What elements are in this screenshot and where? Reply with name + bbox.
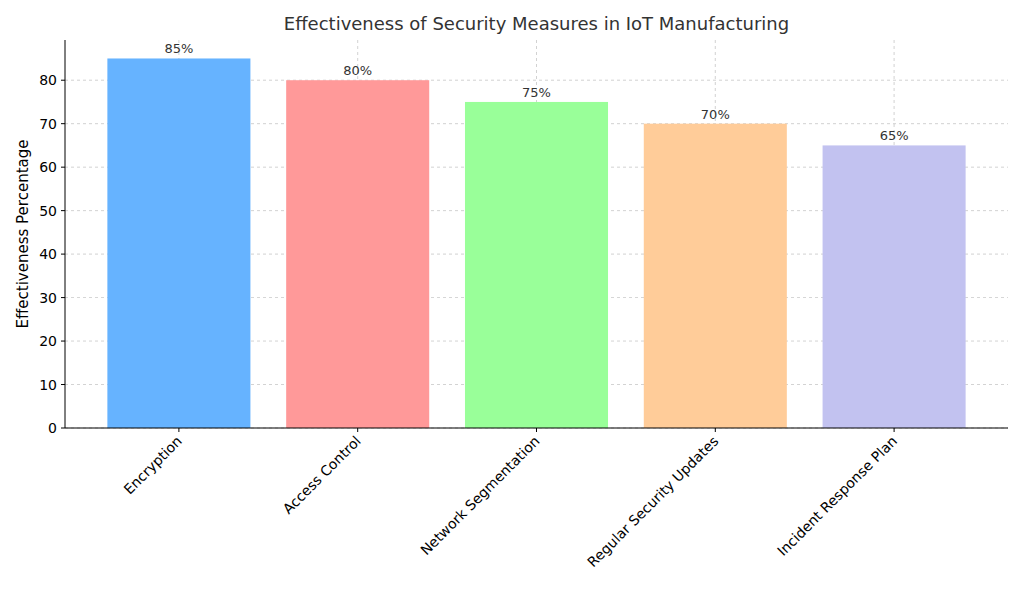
data-label: 75% bbox=[522, 85, 551, 100]
x-tick-label: Regular Security Updates bbox=[584, 433, 721, 570]
grid bbox=[65, 40, 1008, 428]
bar bbox=[823, 145, 966, 428]
data-label: 85% bbox=[164, 41, 193, 56]
y-tick bbox=[61, 384, 65, 385]
y-tick-label: 80 bbox=[39, 72, 57, 88]
x-tick bbox=[357, 428, 358, 432]
y-tick-label: 10 bbox=[39, 377, 57, 393]
bar bbox=[465, 102, 608, 428]
x-tick-label: Network Segmentation bbox=[417, 433, 542, 558]
x-tick-label: Incident Response Plan bbox=[774, 433, 900, 559]
y-tick-label: 60 bbox=[39, 159, 57, 175]
bars bbox=[107, 58, 965, 428]
y-tick bbox=[61, 80, 65, 81]
x-tick bbox=[894, 428, 895, 432]
bar bbox=[107, 58, 250, 428]
bar bbox=[286, 80, 429, 428]
y-tick bbox=[61, 341, 65, 342]
y-tick bbox=[61, 210, 65, 211]
y-tick bbox=[61, 254, 65, 255]
y-tick bbox=[61, 167, 65, 168]
y-axis-line bbox=[65, 40, 66, 428]
x-tick-label: Access Control bbox=[280, 433, 364, 517]
chart-title: Effectiveness of Security Measures in Io… bbox=[284, 13, 789, 34]
y-tick-label: 40 bbox=[39, 246, 57, 262]
data-label: 70% bbox=[701, 107, 730, 122]
chart-container: 85% 80% 75% 70% 65% 0 10 20 30 40 50 60 70 80 Encrypti… bbox=[0, 0, 1024, 614]
data-labels: 85% 80% 75% 70% 65% bbox=[164, 41, 908, 143]
x-tick bbox=[536, 428, 537, 432]
data-label: 80% bbox=[343, 63, 372, 78]
bar bbox=[644, 124, 787, 428]
y-tick-label: 20 bbox=[39, 333, 57, 349]
chart-svg: 85% 80% 75% 70% 65% 0 10 20 30 40 50 60 70 80 Encrypti… bbox=[0, 0, 1024, 614]
y-tick-label: 50 bbox=[39, 203, 57, 219]
x-tick bbox=[178, 428, 179, 432]
x-tick bbox=[715, 428, 716, 432]
y-tick-label: 30 bbox=[39, 290, 57, 306]
x-tick-label: Encryption bbox=[121, 433, 185, 497]
y-tick-label: 70 bbox=[39, 116, 57, 132]
y-axis-label: Effectiveness Percentage bbox=[14, 140, 32, 329]
data-label: 65% bbox=[880, 128, 909, 143]
y-tick bbox=[61, 297, 65, 298]
y-tick bbox=[61, 123, 65, 124]
y-tick-label: 0 bbox=[48, 420, 57, 436]
y-tick bbox=[61, 428, 65, 429]
axes: 0 10 20 30 40 50 60 70 80 Encryption Access Contro… bbox=[39, 40, 1008, 570]
